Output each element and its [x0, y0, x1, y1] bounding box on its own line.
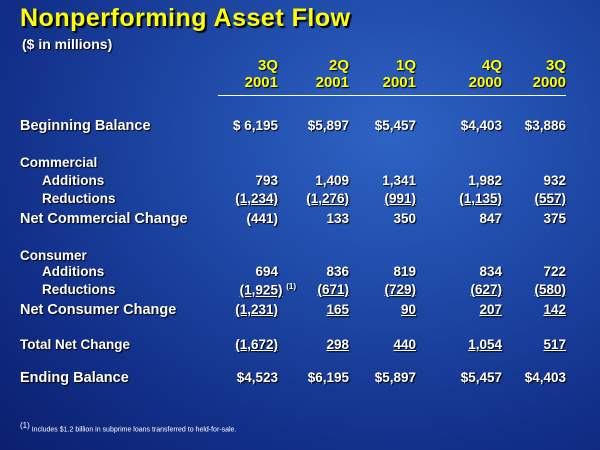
cell-value: 847 — [479, 211, 502, 226]
cell-value: 350 — [393, 211, 416, 226]
cell-value: (1,234) — [235, 191, 278, 206]
footnote-ref: (1) — [286, 282, 296, 291]
cell-value: (1,135) — [459, 191, 502, 206]
cell-value: 440 — [393, 337, 416, 352]
cell-value: $4,403 — [460, 118, 502, 133]
header-divider — [218, 95, 566, 96]
cell-value: (1,672) — [235, 337, 278, 352]
row-label: Additions — [42, 173, 105, 188]
slide-subtitle: ($ in millions) — [22, 36, 113, 52]
row-label: Total Net Change — [20, 337, 131, 352]
column-header: 3Q 2000 — [506, 57, 566, 91]
cell-value: (729) — [384, 282, 416, 297]
cell-value: 298 — [326, 337, 349, 352]
cell-value: 165 — [326, 302, 349, 317]
footnote-mark: (1) — [20, 421, 30, 430]
cell-value: 793 — [255, 173, 278, 188]
column-year: 2001 — [244, 74, 278, 91]
cell-value: 1,054 — [468, 337, 502, 352]
cell-value: $4,523 — [236, 370, 278, 385]
cell-value: 834 — [479, 264, 502, 279]
row-label: Reductions — [42, 282, 116, 297]
cell-value: (580) — [534, 282, 566, 297]
cell-value: 1,341 — [382, 173, 416, 188]
cell-value: 207 — [479, 302, 502, 317]
cell-value: $5,457 — [460, 370, 502, 385]
column-year: 2001 — [315, 74, 349, 91]
cell-value: 375 — [543, 211, 566, 226]
cell-value: 133 — [326, 211, 349, 226]
column-quarter: 3Q — [257, 57, 278, 74]
cell-value: (1,925) (1) — [239, 282, 296, 298]
row-label: Net Commercial Change — [20, 211, 188, 227]
row-label: Consumer — [20, 248, 87, 263]
cell-value: (441) — [246, 211, 278, 226]
cell-value: 836 — [326, 264, 349, 279]
row-label: Ending Balance — [20, 370, 129, 386]
cell-value: $ 6,195 — [232, 118, 278, 133]
cell-value: (1,276) — [306, 191, 349, 206]
column-quarter: 4Q — [481, 57, 502, 74]
column-header: 1Q 2001 — [356, 57, 416, 91]
row-label: Commercial — [20, 155, 98, 170]
cell-value: 932 — [543, 173, 566, 188]
slide-title: Nonperforming Asset Flow — [20, 4, 351, 32]
cell-value: $3,886 — [524, 118, 566, 133]
row-label: Reductions — [42, 191, 116, 206]
cell-value: $4,403 — [524, 370, 566, 385]
column-quarter: 3Q — [545, 57, 566, 74]
column-year: 2000 — [468, 74, 502, 91]
cell-value: $6,195 — [307, 370, 349, 385]
cell-value: 517 — [543, 337, 566, 352]
cell-value: $5,897 — [307, 118, 349, 133]
cell-value: (991) — [384, 191, 416, 206]
cell-value: (627) — [470, 282, 502, 297]
cell-value: (557) — [534, 191, 566, 206]
cell-value: 819 — [393, 264, 416, 279]
row-label: Net Consumer Change — [20, 302, 177, 318]
column-year: 2000 — [532, 74, 566, 91]
column-header: 4Q 2000 — [442, 57, 502, 91]
cell-value: (671) — [317, 282, 349, 297]
column-year: 2001 — [382, 74, 416, 91]
cell-value: 1,982 — [468, 173, 502, 188]
column-header: 2Q 2001 — [289, 57, 349, 91]
footnote-text: Includes $1.2 billion in subprime loans … — [31, 426, 237, 434]
row-label: Additions — [42, 264, 105, 279]
cell-value: $5,457 — [374, 118, 416, 133]
cell-value: 1,409 — [315, 173, 349, 188]
cell-value: 694 — [255, 264, 278, 279]
row-label: Beginning Balance — [20, 118, 151, 134]
cell-value: 722 — [543, 264, 566, 279]
footnote: (1) Includes $1.2 billion in subprime lo… — [20, 421, 236, 433]
column-quarter: 1Q — [395, 57, 416, 74]
cell-value: (1,231) — [235, 302, 278, 317]
cell-value: 90 — [400, 302, 416, 317]
cell-value: 142 — [543, 302, 566, 317]
cell-value: $5,897 — [374, 370, 416, 385]
column-quarter: 2Q — [328, 57, 349, 74]
column-header: 3Q 2001 — [218, 57, 278, 91]
